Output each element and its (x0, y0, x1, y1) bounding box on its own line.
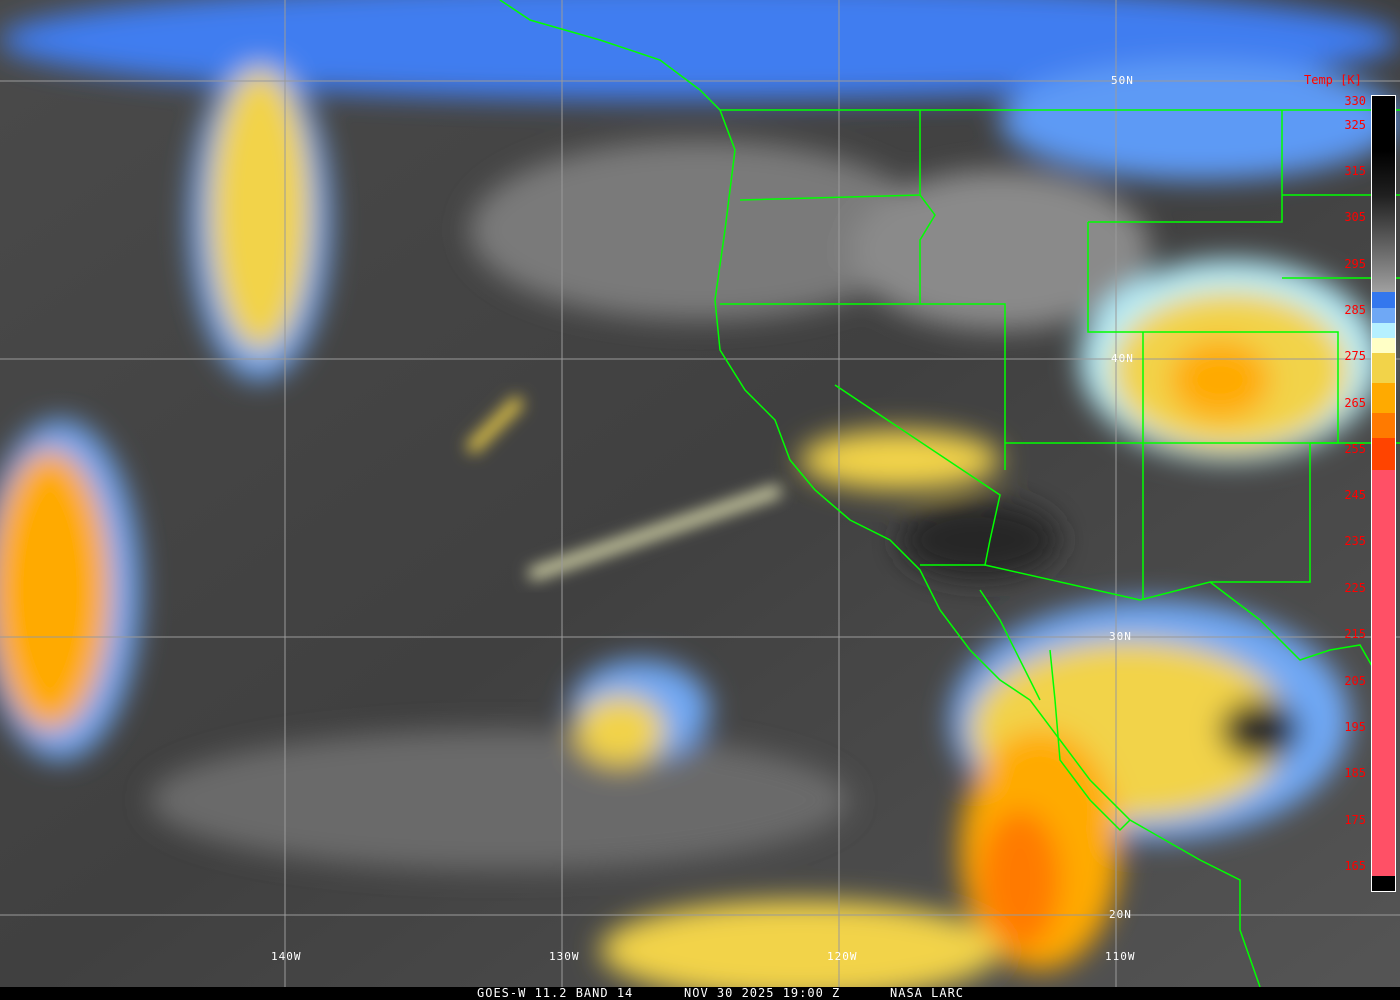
colorbar-tick-label: 205 (1344, 674, 1366, 688)
colorbar-tick-label: 295 (1344, 257, 1366, 271)
colorbar-tick-label: 165 (1344, 859, 1366, 873)
lat-label: 20N (1109, 908, 1132, 921)
colorbar-tick-label: 175 (1344, 813, 1366, 827)
lon-label: 130W (549, 950, 580, 963)
lon-label: 120W (827, 950, 858, 963)
colorbar-tick-label: 225 (1344, 581, 1366, 595)
colorbar-title: Temp [K] (1304, 73, 1362, 87)
colorbar-tick-label: 305 (1344, 210, 1366, 224)
product-label: GOES-W 11.2 BAND 14 (477, 986, 634, 1000)
lon-label: 140W (271, 950, 302, 963)
colorbar-tick-label: 255 (1344, 442, 1366, 456)
lat-label: 30N (1109, 630, 1132, 643)
colorbar-tick-label: 265 (1344, 396, 1366, 410)
colorbar-tick-label: 235 (1344, 534, 1366, 548)
colorbar-tick-label: 215 (1344, 627, 1366, 641)
lat-label: 50N (1111, 74, 1134, 87)
colorbar-tick-label: 195 (1344, 720, 1366, 734)
colorbar-tick-label: 330 (1344, 94, 1366, 108)
colorbar-tick-label: 275 (1344, 349, 1366, 363)
footer-bar: GOES-W 11.2 BAND 14 NOV 30 2025 19:00 Z … (0, 986, 1400, 1000)
colorbar-tick-label: 315 (1344, 164, 1366, 178)
credit-label: NASA LARC (890, 986, 965, 1000)
datetime-label: NOV 30 2025 19:00 Z (684, 986, 841, 1000)
colorbar-tick-label: 325 (1344, 118, 1366, 132)
colorbar-tick-label: 245 (1344, 488, 1366, 502)
lat-label: 40N (1111, 352, 1134, 365)
lon-label: 110W (1105, 950, 1136, 963)
temperature-colorbar (1371, 95, 1396, 892)
colorbar-tick-label: 185 (1344, 766, 1366, 780)
colorbar-tick-label: 285 (1344, 303, 1366, 317)
political-boundaries (499, 0, 1400, 988)
